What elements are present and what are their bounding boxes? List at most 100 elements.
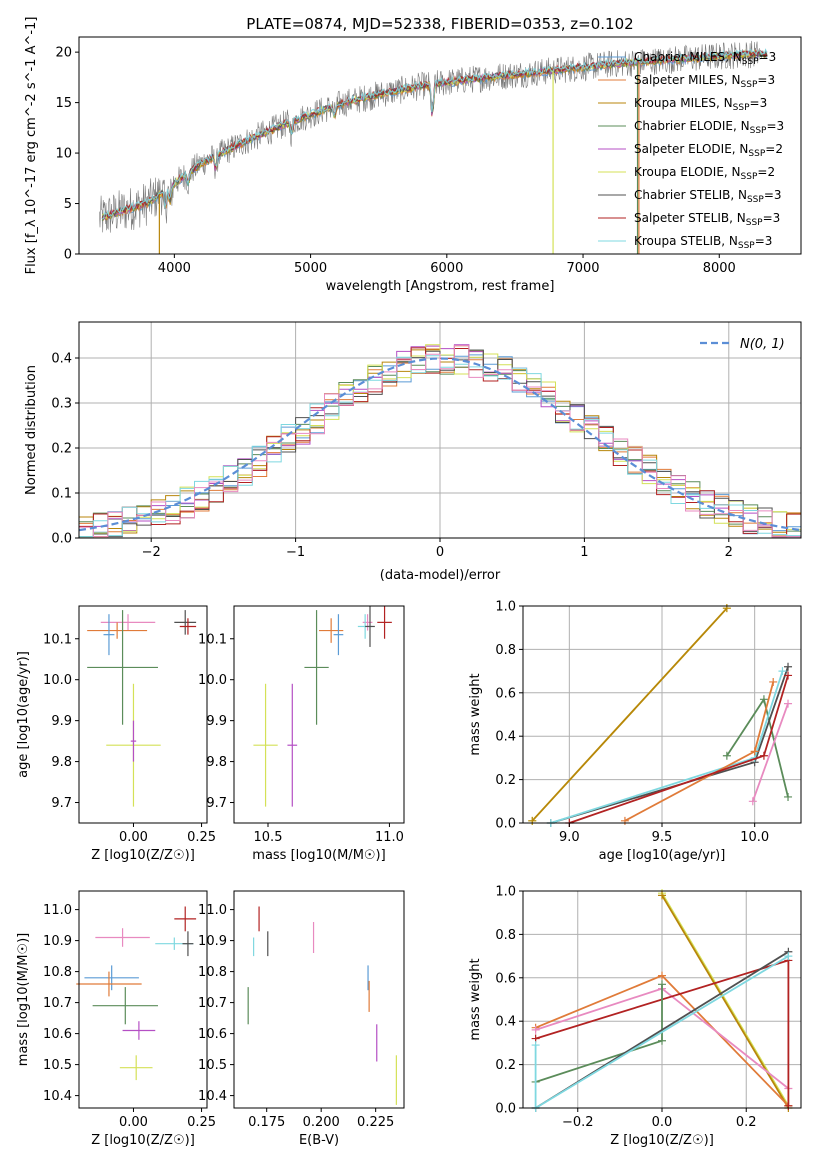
x-tick-label: 0.175 (248, 1115, 285, 1130)
errorbar-point-pink (100, 614, 156, 631)
weight-marker (759, 695, 768, 704)
errorbar-point-salpeter-miles (319, 618, 344, 643)
y-tick-label: 0.1 (51, 487, 72, 502)
histogram-chabrier-stelib (79, 349, 801, 538)
axes: −0.2 0.0 0.2 0.0 0.2 0.4 0.6 0.8 1.0 Z [log10(Z/Z… (468, 885, 802, 1148)
x-tick-label: −0.2 (562, 1115, 594, 1130)
plot-content (76, 906, 197, 1081)
x-tick-label: 0.0 (652, 1115, 673, 1130)
weight-marker (759, 751, 768, 760)
axes: 4000 5000 6000 7000 8000 0 5 10 15 20 wavelength [… (24, 17, 802, 294)
x-tick-label: 9.0 (559, 830, 580, 845)
histogram-kroupa-elodie (79, 344, 801, 538)
model-line-kroupa-stelib (102, 48, 768, 219)
mass-weight-vs-z-panel: −0.2 0.0 0.2 0.0 0.2 0.4 0.6 0.8 1.0 Z [log10(Z/Z… (468, 885, 802, 1148)
errorbar-point-salpeter-stelib (377, 606, 392, 639)
data-spectrum-line (99, 40, 761, 233)
axes-frame (78, 890, 208, 1109)
y-tick-label: 20 (55, 46, 72, 61)
errorbar-point-chabrier-elodie (92, 987, 158, 1025)
weight-marker (531, 1041, 540, 1050)
x-tick-label: 0.25 (187, 1115, 216, 1130)
weight-marker (658, 980, 666, 989)
x-tick-label: 10.5 (254, 830, 283, 845)
age-vs-mass-panel: 10.5 11.0 9.7 9.8 9.9 10.0 10.1 mass [log10(M/M… (198, 605, 405, 863)
errorbar-point-chabrier-miles (333, 614, 344, 656)
legend-entry: Kroupa MILES, NSSP=3 (634, 96, 767, 113)
axes-frame (78, 36, 802, 255)
residuals-panel: −2 −1 0 1 2 0.0 0.1 0.2 0.3 0.4 (data-model)/error… (24, 321, 802, 583)
plot-content (78, 344, 802, 538)
legend-entry: Chabrier MILES, NSSP=3 (634, 50, 776, 67)
y-axis-label: mass weight (468, 958, 483, 1040)
errorbar-point-salpeter-elodie (287, 683, 298, 807)
y-tick-label: 0.2 (495, 773, 516, 788)
y-tick-label: 10.6 (43, 1027, 72, 1042)
axes: 10.5 11.0 9.7 9.8 9.9 10.0 10.1 mass [log10(M/M… (198, 605, 405, 863)
y-tick-label: 10.1 (43, 632, 72, 647)
x-tick-label: 5000 (294, 261, 327, 276)
y-tick-label: 0.0 (495, 1102, 516, 1117)
y-tick-label: 0.2 (51, 442, 72, 457)
errorbar-point-pink (362, 614, 373, 631)
errorbar-point-salpeter-miles (87, 622, 148, 639)
axes: 9.0 9.5 10.0 0.0 0.2 0.4 0.6 0.8 1.0 age [log10(a… (468, 600, 802, 863)
y-tick-label: 10 (55, 147, 72, 162)
y-tick-label: 5 (64, 197, 72, 212)
x-tick-label: 8000 (703, 261, 736, 276)
weight-marker (784, 952, 793, 961)
errorbar-point-salpeter-stelib (179, 618, 197, 635)
errorbar-point-chabrier-elodie (304, 610, 329, 725)
y-tick-label: 0.6 (495, 686, 516, 701)
y-axis-label: mass weight (468, 673, 483, 755)
errorbar-point-salpeter-stelib (174, 906, 197, 932)
weight-marker (784, 662, 793, 671)
x-tick-label: 6000 (430, 261, 463, 276)
x-tick-label: 9.5 (652, 830, 673, 845)
axes-frame (233, 890, 405, 1109)
weight-marker (769, 677, 778, 686)
weight-marker (722, 751, 731, 760)
mass-vs-ebv-panel: 0.175 0.200 0.225 10.4 10.5 10.6 10.7 10.8 10.9 1… (198, 890, 405, 1148)
y-tick-label: 10.8 (43, 965, 72, 980)
x-tick-label: 0.00 (119, 830, 148, 845)
errorbar-point-kroupa-elodie (253, 683, 278, 807)
x-axis-label: Z [log10(Z/Z☉)] (610, 1133, 714, 1148)
weight-line-kroupa-elodie (661, 892, 790, 1107)
errorbar-point-chabrier-elodie (87, 610, 158, 725)
weight-line-pink (751, 703, 789, 802)
y-tick-label: 9.7 (51, 796, 72, 811)
weight-line-kroupa-miles (661, 894, 790, 1109)
x-tick-label: 1 (580, 545, 588, 560)
plot-content (528, 604, 793, 827)
y-axis-label: Flux [f_λ 10^-17 erg cm^-2 s^-1 A^-1] (24, 17, 39, 275)
axes: 0.175 0.200 0.225 10.4 10.5 10.6 10.7 10.8 10.9 1… (198, 890, 405, 1148)
y-tick-label: 0.0 (51, 532, 72, 547)
y-tick-label: 0.0 (495, 817, 516, 832)
weight-marker (784, 792, 793, 801)
spectrum-legend: Chabrier MILES, NSSP=3 Salpeter MILES, NS… (598, 50, 784, 251)
y-tick-label: 0.4 (51, 352, 72, 367)
axes: 0.00 0.25 10.4 10.5 10.6 10.7 10.8 10.9 11.0 Z [l… (16, 890, 216, 1148)
x-tick-label: 2 (725, 545, 733, 560)
x-axis-label: wavelength [Angstrom, rest frame] (326, 279, 555, 294)
y-tick-label: 9.9 (206, 714, 227, 729)
errorbar-point-chabrier-stelib (174, 610, 197, 635)
y-tick-label: 10.0 (198, 673, 227, 688)
x-tick-label: 0.00 (119, 1115, 148, 1130)
legend-entry: Salpeter MILES, NSSP=3 (634, 73, 775, 90)
y-tick-label: 11.0 (43, 903, 72, 918)
x-tick-label: 0.225 (357, 1115, 394, 1130)
weight-line-kroupa-miles (531, 607, 728, 822)
y-tick-label: 10.9 (198, 934, 227, 949)
x-axis-label: (data-model)/error (380, 568, 501, 583)
weight-marker (658, 971, 666, 980)
histogram-pink (79, 345, 801, 538)
weight-marker (750, 747, 759, 756)
x-tick-label: 0.25 (187, 830, 216, 845)
y-tick-label: 0.4 (495, 1015, 516, 1030)
y-tick-label: 10.8 (198, 965, 227, 980)
x-axis-label: Z [log10(Z/Z☉)] (91, 848, 195, 863)
axes: −2 −1 0 1 2 0.0 0.1 0.2 0.3 0.4 (data-model)/error… (24, 321, 802, 583)
